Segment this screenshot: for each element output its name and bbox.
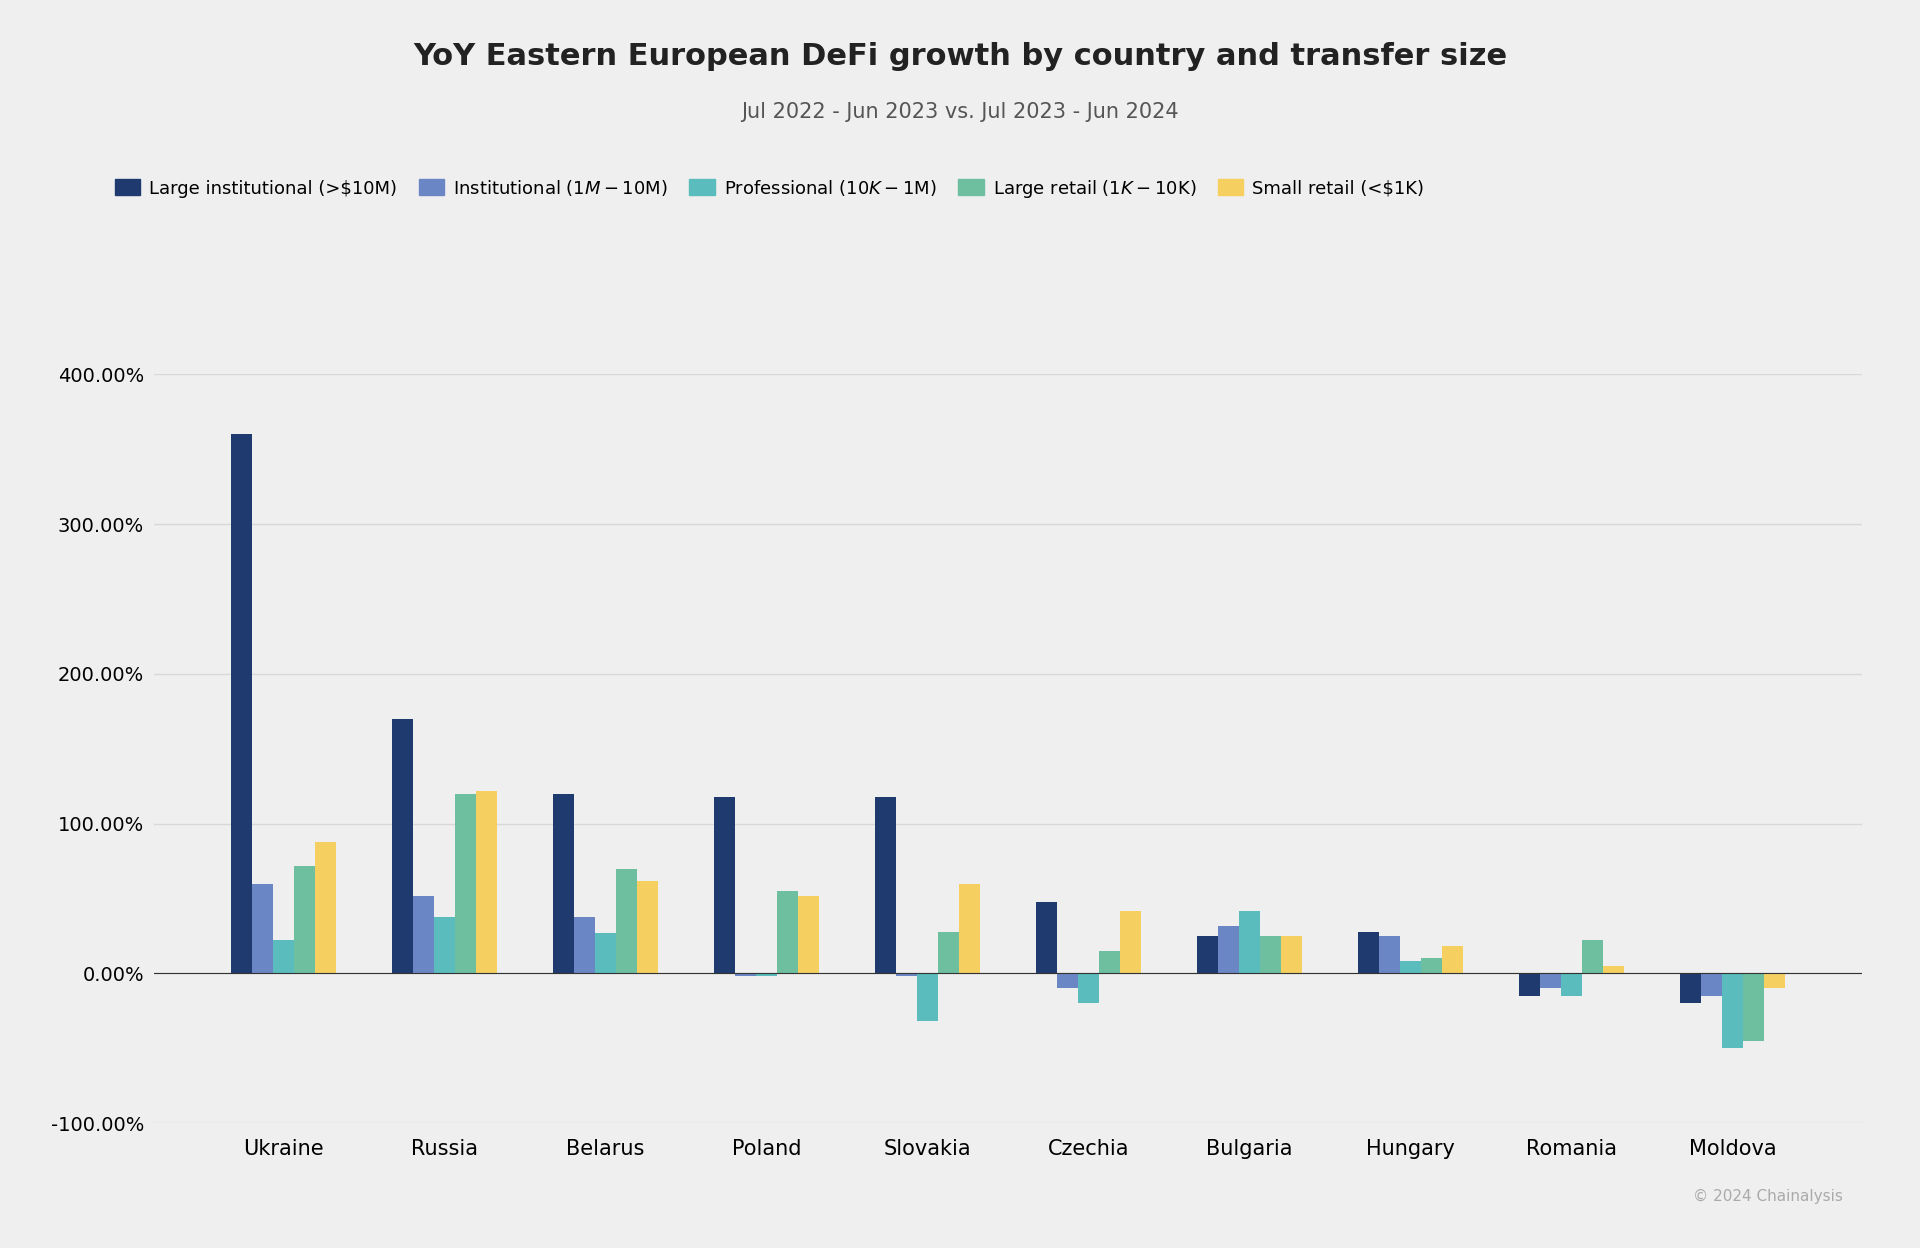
Bar bbox=[1077, 973, 1098, 1003]
Bar bbox=[918, 973, 939, 1021]
Text: YoY Eastern European DeFi growth by country and transfer size: YoY Eastern European DeFi growth by coun… bbox=[413, 41, 1507, 71]
Bar bbox=[1743, 973, 1764, 1041]
Bar bbox=[1238, 911, 1260, 973]
Text: Jul 2022 - Jun 2023 vs. Jul 2023 - Jun 2024: Jul 2022 - Jun 2023 vs. Jul 2023 - Jun 2… bbox=[741, 102, 1179, 122]
Bar bbox=[939, 931, 958, 973]
Bar bbox=[434, 916, 455, 973]
Bar bbox=[799, 896, 818, 973]
Bar bbox=[1217, 926, 1238, 973]
Bar bbox=[1540, 973, 1561, 988]
Bar bbox=[735, 973, 756, 976]
Bar bbox=[1037, 901, 1058, 973]
Bar bbox=[1281, 936, 1302, 973]
Bar bbox=[1519, 973, 1540, 996]
Bar bbox=[897, 973, 918, 976]
Bar bbox=[1379, 936, 1400, 973]
Bar bbox=[1680, 973, 1701, 1003]
Bar bbox=[616, 869, 637, 973]
Bar bbox=[1198, 936, 1217, 973]
Bar bbox=[315, 841, 336, 973]
Bar bbox=[294, 866, 315, 973]
Bar bbox=[595, 934, 616, 973]
Bar bbox=[1400, 961, 1421, 973]
Text: © 2024 Chainalysis: © 2024 Chainalysis bbox=[1693, 1189, 1843, 1204]
Bar bbox=[230, 434, 252, 973]
Bar bbox=[1260, 936, 1281, 973]
Bar bbox=[392, 719, 413, 973]
Bar bbox=[1561, 973, 1582, 996]
Bar bbox=[455, 794, 476, 973]
Bar bbox=[1582, 941, 1603, 973]
Bar bbox=[413, 896, 434, 973]
Bar bbox=[1764, 973, 1786, 988]
Bar bbox=[252, 884, 273, 973]
Bar bbox=[273, 941, 294, 973]
Bar bbox=[1722, 973, 1743, 1048]
Bar bbox=[1058, 973, 1077, 988]
Bar bbox=[756, 973, 778, 976]
Bar bbox=[1357, 931, 1379, 973]
Bar bbox=[574, 916, 595, 973]
Bar bbox=[1119, 911, 1140, 973]
Bar bbox=[637, 881, 659, 973]
Bar bbox=[1701, 973, 1722, 996]
Bar bbox=[553, 794, 574, 973]
Bar bbox=[1098, 951, 1119, 973]
Bar bbox=[1442, 946, 1463, 973]
Bar bbox=[958, 884, 979, 973]
Bar bbox=[476, 791, 497, 973]
Bar bbox=[876, 796, 897, 973]
Bar bbox=[778, 891, 799, 973]
Bar bbox=[1421, 958, 1442, 973]
Bar bbox=[714, 796, 735, 973]
Bar bbox=[1603, 966, 1624, 973]
Legend: Large institutional (>$10M), Institutional ($1M-$10M), Professional ($10K-$1M), : Large institutional (>$10M), Institution… bbox=[115, 177, 1425, 200]
